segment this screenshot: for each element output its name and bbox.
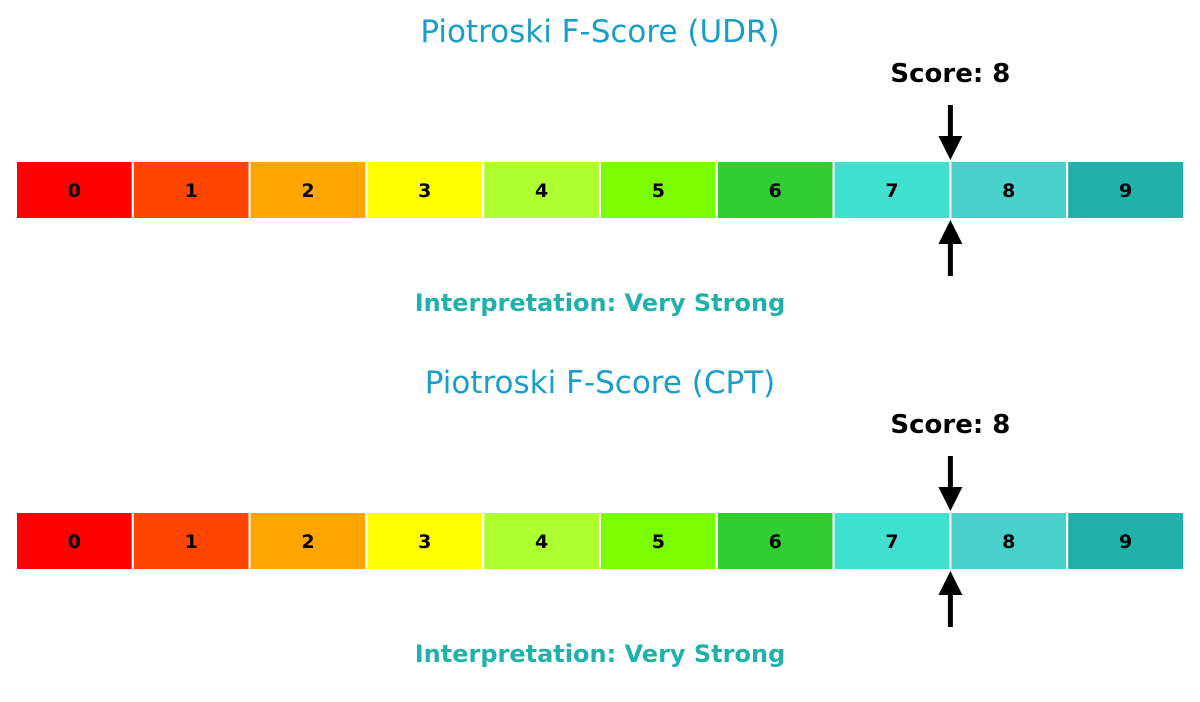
score-segment-5 <box>599 511 718 571</box>
segment-label: 6 <box>769 531 782 553</box>
score-segment-8 <box>949 160 1069 220</box>
segment-label: 9 <box>1119 180 1132 202</box>
segment-label: 0 <box>68 180 81 202</box>
score-segment-0 <box>15 160 134 220</box>
score-segment-3 <box>365 511 485 571</box>
score-label: Score: 8 <box>890 59 1010 89</box>
segment-label: 3 <box>418 180 431 202</box>
score-segment-5 <box>599 160 718 220</box>
segment-label: 3 <box>418 531 431 553</box>
segment-label: 0 <box>68 531 81 553</box>
down-arrow-icon <box>938 487 963 511</box>
interpretation-label: Interpretation: Very Strong <box>415 289 786 317</box>
chart-title: Piotroski F-Score (UDR) <box>420 14 779 50</box>
segment-label: 1 <box>185 180 198 202</box>
gauge-panel-0: Piotroski F-Score (UDR) 0 1 2 3 4 5 6 7 8 9 Score: … <box>15 14 1185 317</box>
segment-label: 1 <box>185 531 198 553</box>
segment-label: 7 <box>885 531 898 553</box>
score-segment-6 <box>715 160 835 220</box>
segment-label: 2 <box>301 531 314 553</box>
gauge-panel-1: Piotroski F-Score (CPT) 0 1 2 3 4 5 6 7 8 9 Score: … <box>15 365 1185 668</box>
score-segment-2 <box>248 160 368 220</box>
up-arrow-icon <box>938 220 963 244</box>
score-segment-1 <box>131 511 251 571</box>
score-segment-4 <box>482 511 602 571</box>
segment-label: 4 <box>535 180 548 202</box>
segment-label: 2 <box>301 180 314 202</box>
chart-title: Piotroski F-Score (CPT) <box>425 365 776 401</box>
score-segment-4 <box>482 160 602 220</box>
segment-label: 6 <box>769 180 782 202</box>
score-segment-8 <box>949 511 1069 571</box>
score-segment-1 <box>131 160 251 220</box>
down-arrow-icon <box>938 136 963 160</box>
up-arrow-icon <box>938 571 963 595</box>
score-segment-0 <box>15 511 134 571</box>
score-segment-9 <box>1066 511 1185 571</box>
score-label: Score: 8 <box>890 410 1010 440</box>
segment-label: 5 <box>652 531 665 553</box>
segment-label: 8 <box>1002 180 1015 202</box>
segment-label: 5 <box>652 180 665 202</box>
score-segment-6 <box>715 511 835 571</box>
interpretation-label: Interpretation: Very Strong <box>415 640 786 668</box>
score-segment-7 <box>832 511 952 571</box>
score-segment-2 <box>248 511 368 571</box>
segment-label: 9 <box>1119 531 1132 553</box>
segment-label: 4 <box>535 531 548 553</box>
segment-label: 8 <box>1002 531 1015 553</box>
score-segment-7 <box>832 160 952 220</box>
score-segment-9 <box>1066 160 1185 220</box>
segment-label: 7 <box>885 180 898 202</box>
